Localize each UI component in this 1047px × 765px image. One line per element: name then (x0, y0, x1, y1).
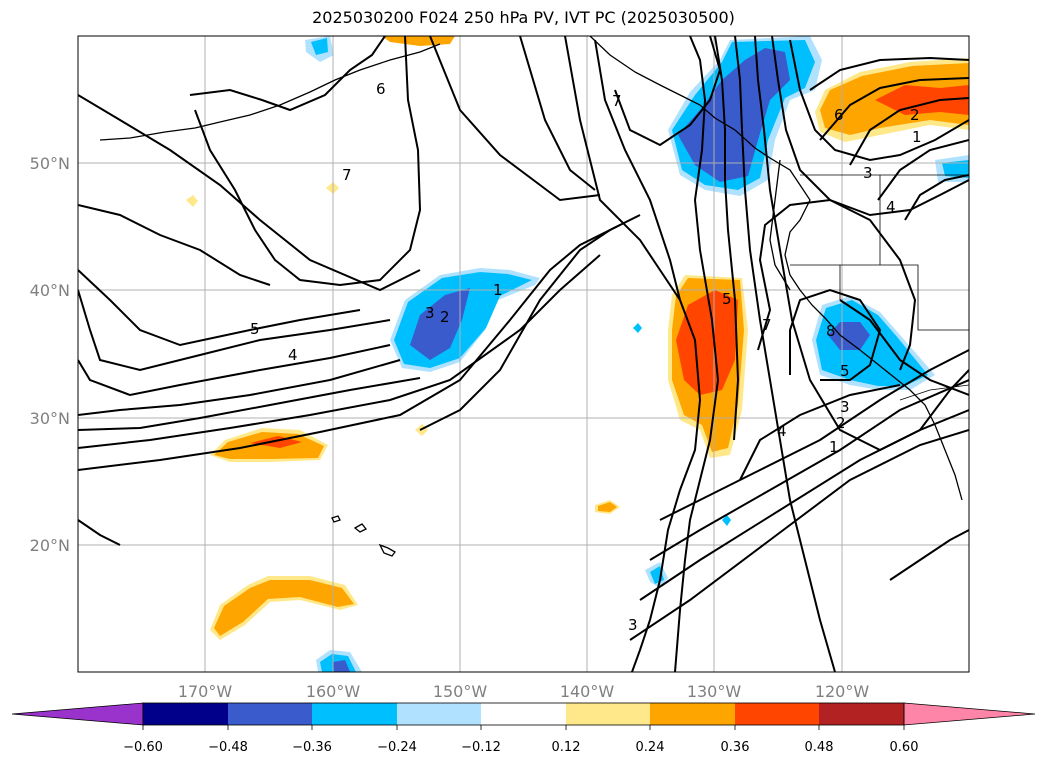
lon-label: 140°W (560, 682, 615, 701)
colorbar-segment (819, 703, 904, 725)
colorbar-segment (397, 703, 481, 725)
pv-positive-patch (382, 36, 455, 46)
colorbar-segment (143, 703, 228, 725)
contour-label: 3 (628, 616, 638, 634)
contour-label: 6 (376, 80, 386, 98)
ivt-contours (78, 36, 969, 672)
lat-label: 50°N (30, 154, 70, 173)
colorbar-extend-low (11, 702, 144, 726)
colorbar-tick-label: 0.60 (890, 740, 919, 755)
contour-labels: 6 7 7 5 4 3 2 1 2 5 7 8 5 4 3 2 1 6 2 1 … (250, 80, 922, 634)
colorbar-tick-label: −0.60 (123, 740, 163, 755)
contour-label: 2 (836, 414, 846, 432)
contour-label: 5 (722, 290, 732, 308)
lon-label: 120°W (815, 682, 870, 701)
colorbar-segment (566, 703, 650, 725)
map-title: 2025030200 F024 250 hPa PV, IVT PC (2025… (312, 8, 735, 27)
colorbar-segment (735, 703, 819, 725)
lon-label: 160°W (306, 682, 361, 701)
contour-label: 1 (493, 281, 503, 299)
contour-label: 5 (840, 362, 850, 380)
colorbar-tick-label: −0.24 (377, 740, 417, 755)
contour-label: 4 (288, 346, 298, 364)
lon-label: 130°W (687, 682, 742, 701)
map-frame (77, 35, 970, 673)
colorbar-tick-label: 0.36 (721, 740, 750, 755)
contour-label: 3 (425, 304, 435, 322)
colorbar-tick-label: 0.48 (805, 740, 834, 755)
contour-label: 7 (612, 92, 622, 110)
colorbar-tick-label: 0.24 (636, 740, 665, 755)
contour-label: 3 (863, 164, 873, 182)
contour-label: 4 (886, 198, 896, 216)
contour-label: 7 (762, 316, 772, 334)
contour-label: 7 (342, 166, 352, 184)
lat-label: 30°N (30, 409, 70, 428)
contour-label: 4 (777, 422, 787, 440)
colorbar-segment (312, 703, 397, 725)
lon-label: 170°W (178, 682, 233, 701)
colorbar-tick-label: −0.36 (292, 740, 332, 755)
latitude-labels: 20°N 30°N 40°N 50°N (30, 154, 70, 555)
colorbar-tick-label: −0.12 (461, 740, 501, 755)
contour-label: 1 (912, 128, 922, 146)
colorbar: −0.60 −0.48 −0.36 −0.24 −0.12 0.12 0.24 … (11, 702, 1036, 755)
contour-label: 6 (834, 106, 844, 124)
colorbar-tick-label: 0.12 (552, 740, 581, 755)
map-plot-area: 6 7 7 5 4 3 2 1 2 5 7 8 5 4 3 2 1 6 2 1 … (78, 36, 969, 672)
contour-label: 2 (910, 106, 920, 124)
contour-label: 5 (250, 320, 260, 338)
graticule (78, 36, 969, 672)
contour-label: 8 (826, 322, 836, 340)
colorbar-tick-label: −0.48 (208, 740, 248, 755)
contour-label: 1 (829, 438, 839, 456)
lat-label: 40°N (30, 281, 70, 300)
colorbar-segment (481, 703, 566, 725)
contour-label: 2 (440, 308, 450, 326)
lat-label: 20°N (30, 536, 70, 555)
lon-label: 150°W (433, 682, 488, 701)
colorbar-extend-high (903, 702, 1036, 726)
colorbar-segment (650, 703, 735, 725)
longitude-labels: 170°W 160°W 150°W 140°W 130°W 120°W (178, 682, 870, 701)
coastlines (99, 36, 963, 557)
contour-label: 3 (840, 398, 850, 416)
colorbar-segment (228, 703, 312, 725)
